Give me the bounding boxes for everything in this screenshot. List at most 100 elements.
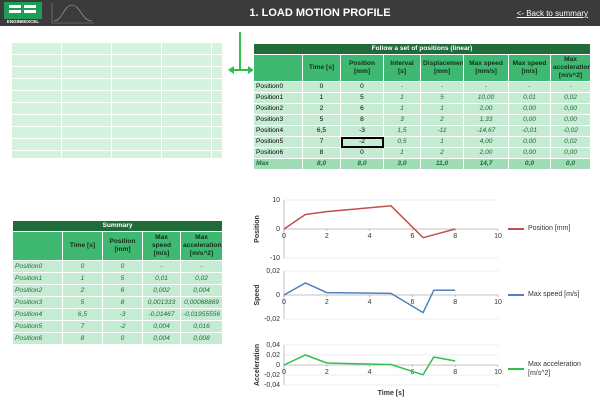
table-cell: 0: [102, 332, 143, 345]
page-title: 1. LOAD MOTION PROFILE: [249, 7, 391, 19]
table-cell: 1: [302, 92, 341, 104]
table-cell: Position2: [12, 284, 63, 297]
table-cell: 10,00: [463, 92, 509, 104]
table-cell: 2,00: [463, 147, 509, 159]
x-tick-label: 2: [325, 233, 329, 240]
table-cell: 5: [420, 92, 464, 104]
table-cell: -3: [340, 125, 384, 137]
table-cell: 0,01: [508, 92, 551, 104]
table-row: Position5 7 -2 0,5 1 4,00 0,00 0,02: [253, 136, 591, 148]
table-cell: 0,00: [550, 114, 591, 126]
x-tick-label: 6: [410, 369, 414, 376]
table-cell: 0,00088889: [179, 296, 224, 309]
y-tick-label: 0,02: [266, 268, 280, 275]
legend-label: Max speed [m/s]: [528, 291, 580, 298]
table-cell: Position4: [12, 308, 63, 321]
x-tick-label: 8: [453, 233, 457, 240]
header-bar: ENGINEEXCEL 1. LOAD MOTION PROFILE <- Ba…: [0, 0, 600, 26]
table-cell: Position5: [253, 136, 303, 148]
column-header: [12, 231, 63, 261]
connector-arrow: [228, 32, 254, 74]
table-row: Position0 0 0- -: [12, 260, 224, 273]
table-row: Max 8,0 8,0 3,0 11,0 14,7 0,0 0,0: [253, 158, 591, 170]
table-row: Position3 5 8 3 2 1,33 0,00 0,00: [253, 114, 591, 126]
table-cell: 2: [62, 284, 103, 297]
column-header: Max acceleration [m/s^2]: [550, 54, 591, 82]
table-cell: 2: [420, 147, 464, 159]
table-cell: 0: [62, 260, 103, 273]
table-cell: 5: [62, 296, 103, 309]
table-row: Position4 6,5 -3 -0,01467 -0,01955556: [12, 308, 224, 321]
table-row: Position6 8 0 1 2 2,00 0,00 0,00: [253, 147, 591, 159]
table-row: Position1 1 5 1 5 10,00 0,01 0,02: [253, 92, 591, 104]
column-header: Time [s]: [62, 231, 103, 261]
x-axis-label: Time [s]: [378, 390, 405, 397]
table-cell: Position3: [253, 114, 303, 126]
series-line: [283, 205, 456, 239]
y-tick-label: -0,02: [264, 316, 280, 323]
table-cell: 8: [340, 114, 384, 126]
legend-label: Position [mm]: [528, 225, 571, 232]
table-cell: Position1: [253, 92, 303, 104]
y-tick-label: 0,04: [266, 342, 280, 349]
table-cell: 0: [340, 81, 384, 93]
table-cell: 0,00: [508, 136, 551, 148]
legend-swatch: [508, 368, 524, 370]
table-cell: 0,01: [142, 272, 181, 285]
table-cell: 1: [420, 136, 464, 148]
table-cell: 6,5: [62, 308, 103, 321]
table-cell: 0,5: [383, 136, 421, 148]
table-cell: Position0: [253, 81, 303, 93]
table-cell: 6,5: [302, 125, 341, 137]
table-cell: 1: [420, 103, 464, 115]
table-cell: 0,0: [550, 158, 591, 170]
table-row: Position0 0 0- - - - -: [253, 81, 591, 93]
table-cell: 5: [340, 92, 384, 104]
table-cell: -: [508, 81, 551, 93]
y-axis-label: Position: [254, 215, 261, 243]
table-cell: 2: [420, 114, 464, 126]
legend: Position [mm]: [508, 224, 590, 233]
title-row: Summary: [11, 220, 224, 232]
table-cell: 5: [102, 272, 143, 285]
table-cell: 6: [102, 284, 143, 297]
y-tick-label: 0: [276, 362, 280, 369]
graph-icon: [51, 3, 94, 24]
legend-swatch: [508, 227, 524, 230]
table-cell: -3: [102, 308, 143, 321]
table-cell: Max: [253, 158, 303, 170]
table-cell: 8: [102, 296, 143, 309]
table-row: Position2 2 6 1 1 2,00 0,00 0,00: [253, 103, 591, 115]
table-row: Position4 6,5 -3 1,5 -11 -14,67 -0,01 -0,02: [253, 125, 591, 137]
table-row: Position1 1 5 0,01 0,02: [12, 272, 224, 285]
table-cell: -: [179, 260, 224, 273]
y-axis-label: Speed: [254, 284, 261, 305]
table-cell: -: [142, 260, 181, 273]
table-cell: -14,67: [463, 125, 509, 137]
table-cell: 1: [383, 92, 421, 104]
table-cell: 0: [340, 147, 384, 159]
table-cell: 0,004: [142, 320, 181, 333]
legend-label: Max acceleration [m/s^2]: [528, 361, 581, 377]
table-cell: -2: [340, 136, 384, 148]
table-cell: 1: [62, 272, 103, 285]
table-cell: Position4: [253, 125, 303, 137]
table-row: Position6 8 0 0,004 0,008: [12, 332, 224, 345]
column-header: Position [mm]: [340, 54, 384, 82]
table-cell: Position5: [12, 320, 63, 333]
table-cell: 0,008: [179, 332, 224, 345]
table-cell: 3: [383, 114, 421, 126]
column-header: Displacement [mm]: [420, 54, 464, 82]
header-row: Time [s] Position [mm] Interval [s] Displac…: [253, 54, 591, 82]
table-cell: 0,02: [179, 272, 224, 285]
back-link[interactable]: <- Back to summary: [516, 9, 588, 18]
column-header: Time [s]: [302, 54, 341, 82]
table-cell: 1,33: [463, 114, 509, 126]
table-cell: 0,0: [508, 158, 551, 170]
x-tick-label: 8: [453, 369, 457, 376]
title-row: Follow a set of positions (linear): [253, 43, 591, 55]
table-cell: 0,02: [550, 136, 591, 148]
table-cell: 0,004: [179, 284, 224, 297]
